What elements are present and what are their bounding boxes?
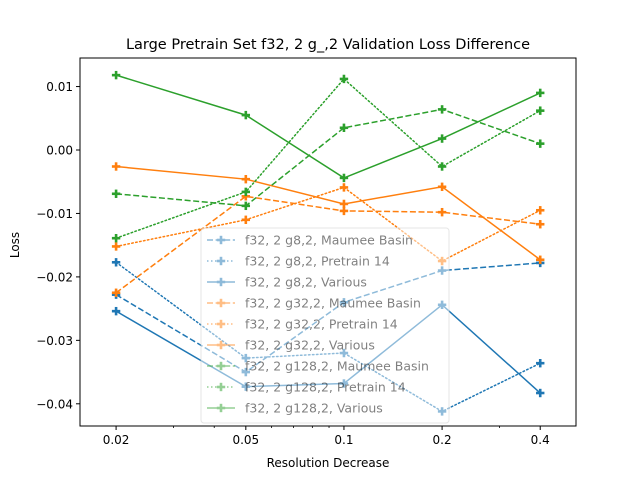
x-tick-label: 0.02	[103, 433, 130, 447]
data-point	[339, 199, 349, 209]
axis-ticks: 0.02 0.05 0.1 0.2 0.4 0.01 0.00 −0.01 −0.02 −0.03…	[36, 80, 550, 447]
x-tick-label: 0.4	[531, 433, 550, 447]
legend-label: f32, 2 g32,2, Various	[245, 338, 375, 353]
x-tick-label: 0.05	[232, 433, 259, 447]
y-tick-label: 0.01	[46, 80, 73, 94]
data-point	[339, 123, 349, 132]
legend-label: f32, 2 g8,2, Pretrain 14	[245, 254, 390, 269]
legend-swatch-marker	[216, 298, 226, 308]
legend-swatch-marker	[216, 361, 226, 371]
legend-swatch-marker	[216, 382, 226, 392]
legend-swatch-marker	[216, 319, 226, 329]
legend-swatch-marker	[216, 277, 226, 287]
legend-label: f32, 2 g8,2, Various	[245, 275, 367, 290]
data-point	[437, 105, 447, 114]
data-point	[111, 258, 121, 267]
data-point	[536, 388, 545, 398]
data-point	[339, 173, 349, 183]
data-point	[111, 189, 121, 198]
legend-item-3: f32, 2 g8,2, Various	[207, 275, 367, 290]
data-point	[536, 358, 545, 368]
data-point	[437, 134, 447, 143]
data-point	[111, 233, 121, 243]
legend-box	[200, 227, 450, 424]
data-point	[536, 139, 545, 148]
x-tick-label: 0.1	[334, 433, 353, 447]
axes-frame	[79, 57, 577, 427]
legend-label: f32, 2 g128,2, Pretrain 14	[245, 380, 406, 395]
x-tick-label: 0.2	[433, 433, 452, 447]
legend-swatch-marker	[216, 235, 226, 245]
legend-label: f32, 2 g8,2, Maumee Basin	[245, 233, 413, 248]
data-point	[536, 255, 545, 264]
y-tick-label: −0.03	[36, 334, 73, 348]
legend-swatch-marker	[216, 403, 226, 413]
legend-item-5: f32, 2 g32,2, Pretrain 14	[207, 317, 398, 332]
data-point	[111, 288, 121, 297]
legend: f32, 2 g8,2, Maumee Basin f32, 2 g8,2, Pr…	[200, 227, 450, 424]
legend-item-4: f32, 2 g32,2, Maumee Basin	[207, 296, 421, 311]
legend-label: f32, 2 g128,2, Maumee Basin	[245, 359, 429, 374]
legend-item-6: f32, 2 g32,2, Various	[207, 338, 375, 353]
data-point	[241, 215, 251, 224]
data-point	[111, 70, 121, 80]
data-point	[111, 242, 121, 251]
data-point	[241, 187, 251, 197]
legend-item-9: f32, 2 g128,2, Various	[207, 401, 383, 416]
legend-swatch-marker	[216, 256, 226, 266]
data-point	[437, 162, 447, 171]
legend-item-1: f32, 2 g8,2, Maumee Basin	[207, 233, 413, 248]
legend-item-8: f32, 2 g128,2, Pretrain 14	[207, 380, 406, 395]
y-tick-label: −0.01	[36, 207, 73, 221]
legend-item-2: f32, 2 g8,2, Pretrain 14	[207, 254, 390, 269]
y-axis-label: Loss	[8, 232, 22, 258]
data-point	[536, 206, 545, 215]
data-point	[339, 74, 349, 84]
data-point	[111, 162, 121, 171]
x-axis-label: Resolution Decrease	[267, 456, 390, 470]
data-point	[111, 306, 121, 316]
y-tick-label: −0.02	[36, 270, 73, 284]
data-point	[437, 207, 447, 217]
data-point	[536, 106, 545, 115]
series-line	[116, 108, 541, 207]
data-point	[241, 201, 251, 211]
data-point	[241, 174, 251, 184]
y-tick-label: −0.04	[36, 397, 73, 411]
data-point	[536, 220, 545, 229]
y-tick-label: 0.00	[46, 144, 73, 158]
series-9	[111, 70, 545, 183]
data-point	[241, 110, 251, 120]
legend-label: f32, 2 g32,2, Maumee Basin	[245, 296, 421, 311]
series-8	[111, 74, 545, 243]
series-6	[111, 162, 545, 264]
data-point	[437, 182, 447, 191]
legend-swatch-marker	[216, 340, 226, 350]
data-point	[339, 183, 349, 192]
chart-title: Large Pretrain Set f32, 2 g_,2 Validatio…	[126, 37, 530, 53]
legend-label: f32, 2 g32,2, Pretrain 14	[245, 317, 398, 332]
legend-label: f32, 2 g128,2, Various	[245, 401, 383, 416]
legend-item-7: f32, 2 g128,2, Maumee Basin	[207, 359, 429, 374]
data-point	[536, 88, 545, 98]
series-7	[111, 105, 545, 211]
